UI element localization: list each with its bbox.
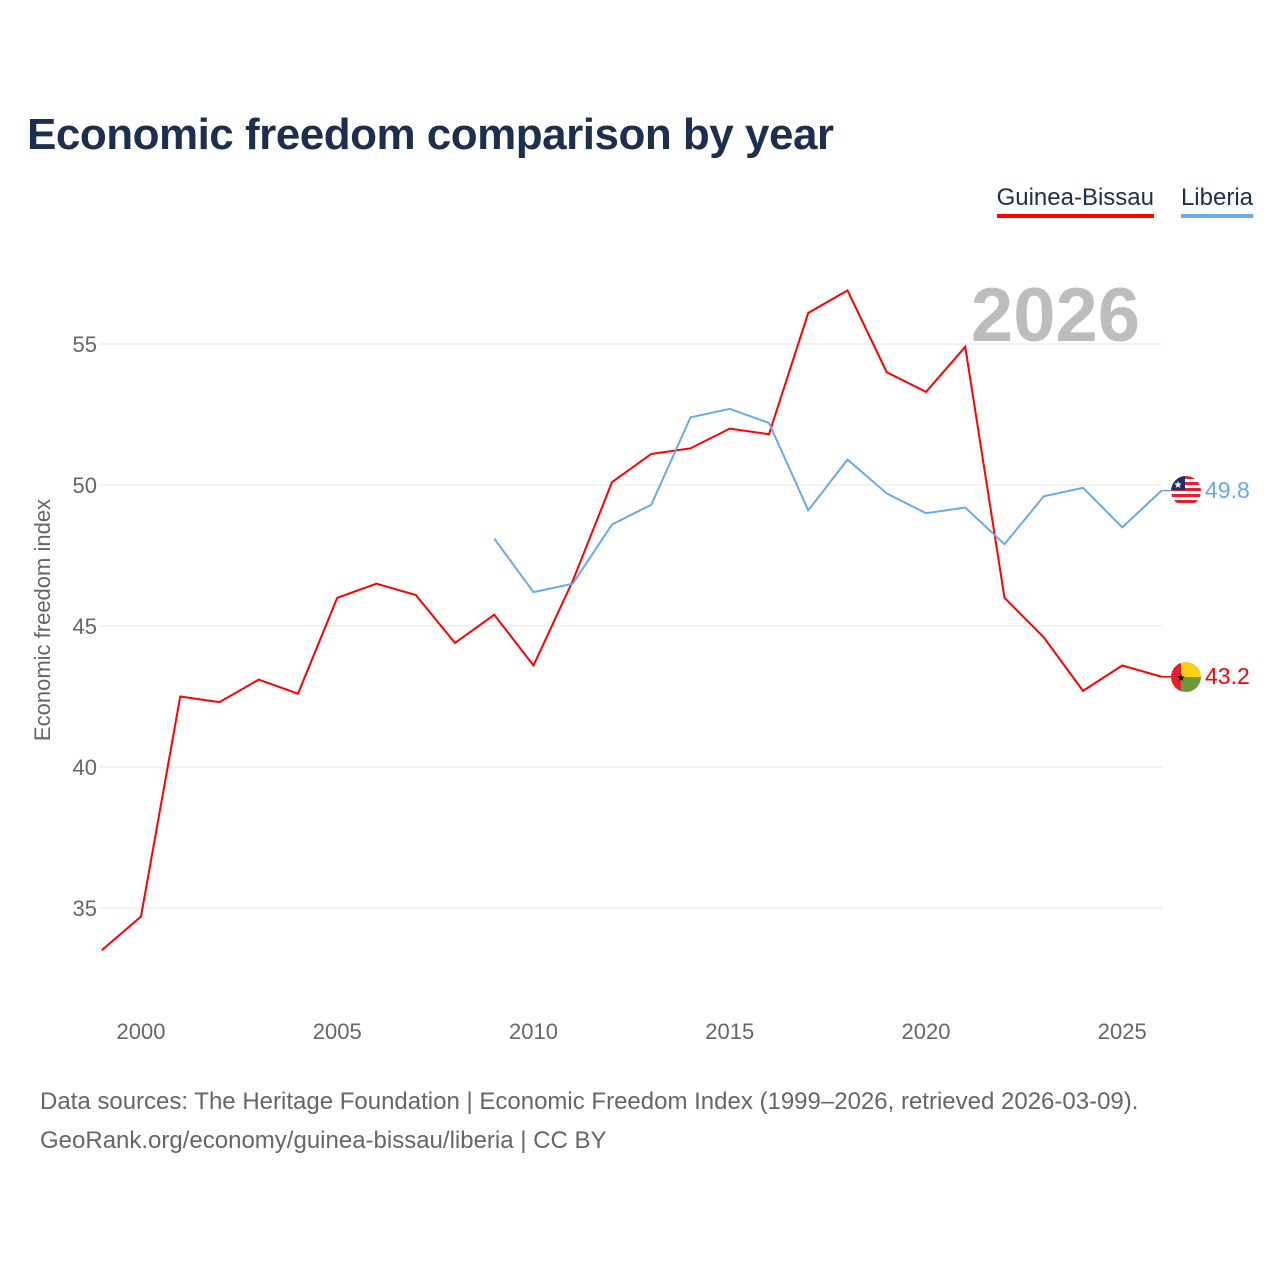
series-line-liberia xyxy=(493,407,1163,594)
year-watermark: 2026 xyxy=(971,273,1140,358)
chart-title: Economic freedom comparison by year xyxy=(27,110,834,159)
y-axis-label: Economic freedom index xyxy=(30,499,55,741)
legend-liberia[interactable]: Liberia xyxy=(1180,184,1253,218)
y-tick-label: 50 xyxy=(73,473,97,498)
footer-link[interactable]: GeoRank.org/economy/guinea-bissau/liberi… xyxy=(40,1127,607,1154)
guinea-bissau-end-label: 43.2 xyxy=(1205,663,1250,689)
y-tick-label: 45 xyxy=(73,614,97,639)
liberia-flag-icon: ★ xyxy=(1171,476,1201,506)
x-tick-label: 2025 xyxy=(1098,1019,1147,1044)
x-tick-label: 2015 xyxy=(705,1019,754,1044)
svg-text:★: ★ xyxy=(1174,480,1183,491)
y-tick-label: 40 xyxy=(73,755,97,780)
guinea-bissau-flag-icon: ★ xyxy=(1171,662,1201,692)
footer-sources: Data sources: The Heritage Foundation | … xyxy=(40,1088,1139,1115)
series-line-guinea-bissau xyxy=(101,289,1162,952)
svg-text:★: ★ xyxy=(1177,673,1186,684)
liberia-end-label: 49.8 xyxy=(1205,477,1250,503)
y-tick-label: 35 xyxy=(73,896,97,921)
x-tick-label: 2000 xyxy=(117,1019,166,1044)
x-tick-label: 2005 xyxy=(313,1019,362,1044)
x-tick-label: 2010 xyxy=(509,1019,558,1044)
legend-guinea-bissau[interactable]: Guinea-Bissau xyxy=(996,184,1154,218)
y-tick-label: 55 xyxy=(73,332,97,357)
x-tick-label: 2020 xyxy=(902,1019,951,1044)
